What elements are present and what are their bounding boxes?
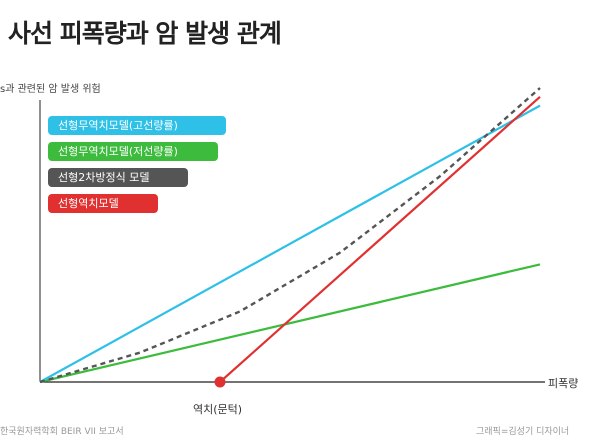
- page-title: 사선 피폭량과 암 발생 관계: [8, 19, 282, 48]
- legend: 선형무역치모델(고선량률) 선형무역치모델(저선량률) 선형2차방정식 모델 선…: [48, 116, 226, 213]
- legend-item-linear-quadratic: 선형2차방정식 모델: [48, 168, 188, 187]
- x-axis-label: 피폭량: [548, 377, 579, 390]
- axes: [39, 100, 545, 383]
- series-layer: [39, 87, 541, 384]
- legend-item-linear-no-threshold-low: 선형무역치모델(저선량률): [48, 142, 218, 161]
- credit-note: 그래픽=김성기 디자이너: [476, 427, 570, 437]
- y-axis-label: s과 관련된 암 발생 위험: [0, 84, 101, 95]
- threshold-label: 역치(문턱): [193, 403, 243, 416]
- series-linear-quadratic: [39, 87, 541, 384]
- series-linear-no-threshold-low: [39, 263, 541, 384]
- source-note: 한국원자력학회 BEIR VII 보고서: [0, 427, 124, 437]
- series-linear-no-threshold-high: [39, 104, 541, 383]
- legend-item-linear-no-threshold-high: 선형무역치모델(고선량률): [48, 116, 226, 135]
- series-linear-threshold: [219, 95, 541, 383]
- threshold-marker: [214, 376, 226, 388]
- legend-item-linear-threshold: 선형역치모델: [48, 194, 158, 213]
